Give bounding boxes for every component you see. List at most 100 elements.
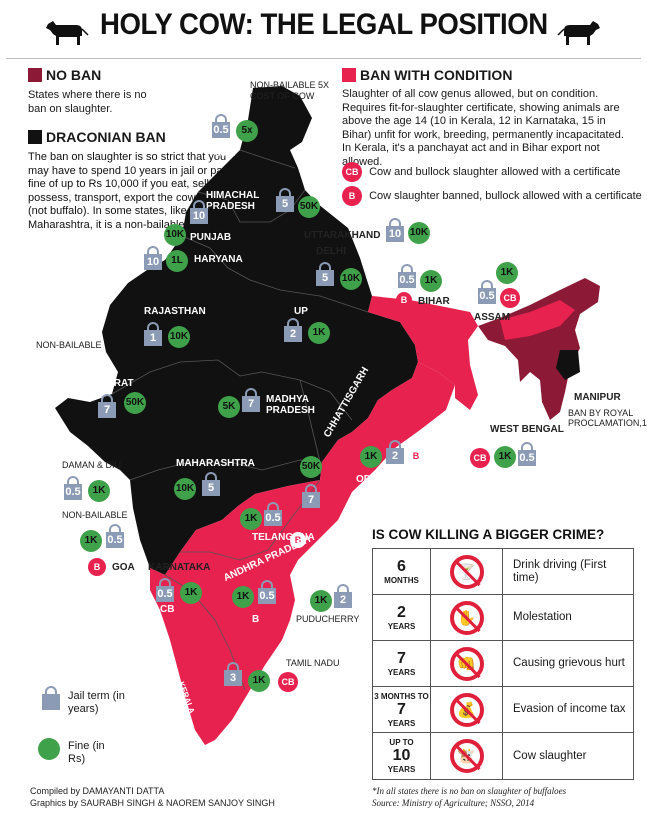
state-label-puducherry: PUDUCHERRY — [296, 614, 360, 624]
title-bar: HOLY COW: THE LEGAL POSITION — [0, 4, 647, 59]
lock-icon: 0.5 — [156, 578, 174, 602]
cb-badge: CB — [342, 162, 362, 182]
footnote: *In all states there is no ban on slaugh… — [372, 786, 567, 796]
lock-icon: 5 — [276, 188, 294, 212]
legend-text: Slaughter of all cow genus allowed, but … — [342, 88, 624, 168]
legend-cb: CB Cow and bullock slaughter allowed wit… — [342, 162, 620, 182]
draconian-swatch — [28, 130, 42, 145]
credit-graphics: Graphics by SAURABH SINGH & NAOREM SANJO… — [30, 798, 275, 808]
cow-icon — [46, 21, 89, 45]
conditional-swatch — [342, 68, 356, 83]
state-label-telangana: TELANGANA — [252, 532, 315, 543]
lock-icon: 2 — [284, 318, 302, 342]
fine-coin: 1K — [232, 586, 254, 608]
annotation-manipur: BAN BY ROYAL PROCLAMATION,1936 — [568, 408, 647, 428]
lock-icon: 7 — [242, 388, 260, 412]
legend-title: DRACONIAN BAN — [46, 129, 166, 146]
credit-compiled: Compiled by DAMAYANTI DATTA — [30, 786, 165, 796]
manipur-region — [556, 350, 580, 380]
state-label-karnataka: KARNATAKA — [148, 562, 211, 573]
state-label-bihar: BIHAR — [418, 296, 450, 307]
page-title: HOLY COW: THE LEGAL POSITION — [100, 8, 548, 41]
fine-coin: 50K — [124, 392, 146, 414]
fine-coin: 1K — [80, 530, 102, 552]
fine-coin: 1K — [310, 590, 332, 612]
state-label-tamil-nadu: TAMIL NADU — [286, 658, 340, 668]
lock-icon: 0.5 — [398, 264, 416, 288]
lock-icon: 0.5 — [212, 114, 230, 138]
legend-draconian: DRACONIAN BAN The ban on slaughter is so… — [28, 128, 238, 232]
state-label-himachal: HIMACHAL PRADESH — [206, 190, 260, 212]
fine-coin: 1K — [88, 480, 110, 502]
money-icon: 💰 — [449, 692, 484, 727]
state-label-up: UP — [294, 306, 308, 317]
table-title: IS COW KILLING A BIGGER CRIME? — [372, 527, 605, 542]
lock-icon: 7 — [98, 394, 116, 418]
b-badge: B — [396, 292, 412, 308]
fine-coin: 1K — [360, 446, 382, 468]
fine-coin: 5K — [218, 396, 240, 418]
state-label-jk: J&K — [215, 148, 236, 159]
fine-coin: 10K — [168, 326, 190, 348]
fine-coin: 1K — [180, 582, 202, 604]
lock-icon: 7 — [302, 484, 320, 508]
lock-icon: 5 — [202, 472, 220, 496]
legend-text: Cow and bullock slaughter allowed with a… — [369, 166, 621, 178]
drink-driving-icon: 🍸 — [449, 554, 484, 589]
b-badge: B — [342, 186, 362, 206]
state-label-odisha: ODISHA — [356, 474, 395, 485]
legend-conditional: BAN WITH CONDITION Slaughter of all cow … — [342, 66, 637, 169]
annotation-rajasthan: NON-BAILABLE — [36, 340, 102, 350]
state-label-punjab: PUNJAB — [190, 232, 232, 243]
fine-coin: 1K — [496, 262, 518, 284]
jail-legend-label: Jail term (in years) — [68, 690, 125, 715]
legend-title: NO BAN — [46, 67, 102, 84]
annotation-maharashtra: NON-BAILABLE — [62, 510, 128, 520]
divider — [6, 58, 641, 59]
state-label-maharashtra: MAHARASHTRA — [176, 458, 255, 469]
lock-icon: 0.5 — [64, 476, 82, 500]
cb-badge: CB — [500, 288, 520, 308]
legend-title: BAN WITH CONDITION — [360, 67, 513, 84]
lock-icon: 0.5 — [478, 280, 496, 304]
fine-coin: 5x — [236, 120, 258, 142]
fine-coin: 50K — [300, 456, 322, 478]
fine-coin: 10K — [340, 268, 362, 290]
legend-text: Cow slaughter banned, bullock allowed wi… — [369, 190, 642, 202]
state-label-goa: GOA — [112, 562, 135, 573]
fine-coin: 1K — [494, 446, 516, 468]
conditional-region-east — [368, 296, 478, 410]
fine-coin: 1K — [248, 670, 270, 692]
fist-icon: 👊 — [449, 646, 484, 681]
state-label-daman-diu: DAMAN & DIU — [62, 460, 122, 470]
fine-coin: 50K — [298, 196, 320, 218]
cow-icon: 🐮 — [449, 739, 484, 773]
fine-coin: 1K — [420, 270, 442, 292]
b-label: B — [252, 614, 260, 625]
fine-coin: 1K — [240, 508, 262, 530]
b-badge: B — [88, 558, 106, 576]
table-row: UP TO 10 YEARS 🐮 Cow slaughter — [373, 733, 633, 779]
cb-label: CB — [160, 604, 175, 615]
table-row: 3 MONTHS TO 7 YEARS 💰 Evasion of income ta… — [373, 687, 633, 733]
state-label-uttarakhand: UTTARAKHAND — [304, 230, 381, 241]
table-row: 7 YEARS 👊 Causing grievous hurt — [373, 641, 633, 687]
table-row: 6 MONTHS 🍸 Drink driving (First time) — [373, 549, 633, 595]
fine-coin: 10K — [164, 224, 186, 246]
state-label-gujarat: GUJARAT — [86, 378, 134, 389]
state-label-mp: MADHYA PRADESH — [266, 394, 315, 416]
fine-legend-icon — [38, 738, 60, 760]
lock-icon: 1 — [144, 322, 162, 346]
fine-legend-label: Fine (in Rs) — [68, 740, 105, 765]
fine-coin: 1L — [166, 250, 188, 272]
state-label-manipur: MANIPUR — [574, 392, 621, 403]
draconian-region — [55, 86, 418, 575]
jail-legend-icon — [42, 686, 60, 710]
cow-icon — [557, 21, 600, 45]
state-label-haryana: HARYANA — [194, 254, 243, 265]
assam-region — [500, 300, 575, 340]
no-ban-swatch — [28, 68, 42, 83]
state-label-west-bengal: WEST BENGAL — [490, 424, 564, 435]
cb-badge: CB — [278, 672, 298, 692]
state-label-delhi: DELHI — [316, 246, 346, 257]
